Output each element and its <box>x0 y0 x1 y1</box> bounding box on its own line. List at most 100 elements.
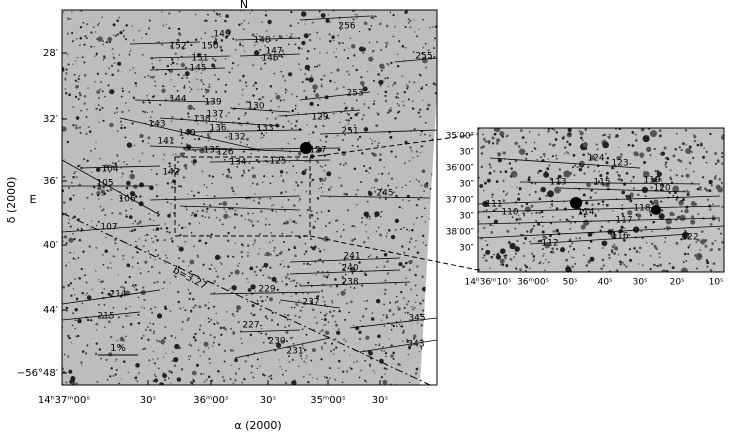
reddening-line <box>61 212 431 386</box>
star <box>169 212 171 214</box>
star <box>281 49 284 52</box>
star <box>420 324 423 327</box>
star <box>321 329 324 332</box>
star <box>228 274 231 277</box>
star <box>259 365 261 368</box>
star <box>363 102 366 106</box>
star <box>369 363 371 366</box>
star <box>296 95 298 98</box>
star <box>132 96 136 100</box>
star <box>300 358 303 360</box>
star <box>388 229 391 232</box>
star <box>629 192 634 197</box>
star <box>190 88 193 91</box>
star <box>520 204 524 208</box>
star <box>77 98 80 101</box>
star <box>555 131 559 134</box>
star <box>112 374 115 377</box>
star <box>241 342 243 345</box>
star <box>260 132 263 135</box>
star <box>202 351 205 353</box>
star <box>608 256 611 260</box>
star <box>342 164 345 166</box>
star <box>544 259 547 261</box>
star <box>102 317 105 319</box>
star <box>345 193 349 196</box>
star <box>417 180 421 183</box>
star <box>493 128 501 133</box>
star <box>340 235 343 238</box>
star <box>198 222 200 224</box>
star <box>414 245 416 248</box>
star <box>245 294 248 297</box>
star <box>650 186 653 189</box>
star <box>310 359 313 362</box>
star <box>280 191 283 194</box>
star <box>226 255 230 258</box>
star <box>587 232 593 237</box>
star <box>273 72 276 75</box>
star <box>257 203 259 205</box>
star <box>222 277 225 281</box>
star <box>240 338 242 340</box>
star <box>572 154 576 157</box>
star <box>323 154 326 157</box>
star <box>555 157 558 160</box>
star <box>325 312 328 315</box>
star <box>425 322 429 325</box>
star <box>278 115 280 117</box>
star <box>411 308 414 311</box>
star <box>159 59 161 62</box>
star <box>524 264 526 267</box>
star <box>499 248 506 254</box>
star <box>179 152 185 158</box>
star <box>410 305 413 308</box>
star <box>68 218 71 221</box>
star <box>201 215 204 217</box>
star <box>601 247 604 250</box>
star <box>363 21 368 26</box>
star <box>135 245 138 248</box>
star <box>196 71 198 73</box>
star-label: 150 <box>201 42 218 52</box>
star <box>73 215 76 219</box>
star <box>209 362 211 365</box>
star <box>337 328 340 330</box>
star <box>547 261 550 264</box>
star <box>287 199 290 201</box>
star <box>502 151 506 155</box>
star <box>392 351 395 355</box>
star <box>68 336 71 340</box>
star <box>160 339 166 345</box>
star <box>96 380 99 383</box>
star <box>236 305 242 311</box>
star <box>390 354 394 358</box>
star <box>705 150 708 153</box>
star <box>305 333 308 336</box>
star <box>117 69 120 72</box>
star <box>346 57 350 60</box>
spectrum <box>477 195 721 205</box>
star <box>408 260 413 265</box>
star <box>631 130 635 134</box>
star <box>69 282 73 285</box>
star <box>177 245 179 248</box>
star <box>362 114 365 117</box>
star <box>122 254 125 257</box>
star <box>217 369 220 373</box>
star <box>86 318 90 322</box>
star <box>171 116 174 119</box>
star <box>313 328 315 331</box>
star <box>239 43 242 46</box>
star <box>71 40 74 43</box>
star-label: 107 <box>100 223 117 233</box>
star-label: 149 <box>213 30 230 40</box>
star <box>215 270 218 273</box>
star <box>582 142 588 148</box>
star <box>97 220 100 223</box>
star <box>333 113 335 115</box>
star <box>208 174 211 177</box>
star <box>98 97 100 99</box>
star <box>162 159 164 161</box>
